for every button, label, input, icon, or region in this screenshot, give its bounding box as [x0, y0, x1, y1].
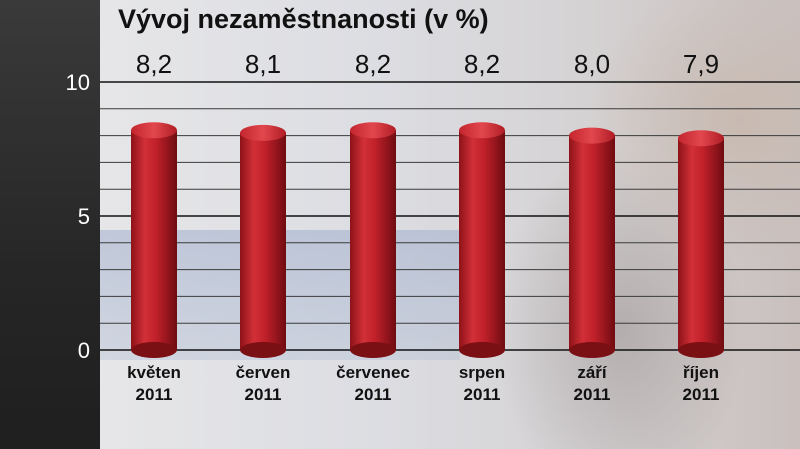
- bar-base: [569, 342, 615, 358]
- bar-top: [131, 122, 177, 139]
- bar-base: [131, 342, 177, 358]
- category-label-month: červen: [236, 363, 291, 382]
- value-label: 8,2: [355, 49, 391, 79]
- bar-body: [350, 130, 396, 350]
- bar: [678, 130, 724, 358]
- bar: [459, 122, 505, 358]
- category-label-month: květen: [127, 363, 181, 382]
- value-label: 7,9: [683, 49, 719, 79]
- category-label-year: 2011: [464, 385, 501, 404]
- value-label: 8,2: [464, 49, 500, 79]
- category-label-month: září: [577, 363, 608, 382]
- y-tick-label: 0: [78, 338, 90, 363]
- bar: [569, 127, 615, 358]
- bar-body: [459, 130, 505, 350]
- chart-title: Vývoj nezaměstnanosti (v %): [118, 4, 489, 34]
- bar-base: [350, 342, 396, 358]
- value-labels: 8,2 8,1 8,2 8,2 8,0 7,9: [136, 49, 719, 79]
- category-label-year: 2011: [574, 385, 611, 404]
- bar: [350, 122, 396, 358]
- category-label-month: říjen: [683, 363, 719, 382]
- value-label: 8,2: [136, 49, 172, 79]
- bar-base: [678, 342, 724, 358]
- bar-base: [459, 342, 505, 358]
- category-labels: květen 2011 červen 2011 červenec 2011 srpen 201…: [127, 363, 719, 404]
- category-label-month: srpen: [459, 363, 505, 382]
- category-label-year: 2011: [683, 385, 720, 404]
- y-tick-label: 5: [78, 204, 90, 229]
- bar-top: [350, 122, 396, 139]
- bar-top: [240, 124, 286, 141]
- bar-body: [569, 135, 615, 350]
- value-label: 8,0: [574, 49, 610, 79]
- category-label-year: 2011: [245, 385, 282, 404]
- y-axis-ticks: 0 5 10: [66, 70, 90, 363]
- bar-body: [131, 130, 177, 350]
- category-label-year: 2011: [355, 385, 392, 404]
- bar-top: [459, 122, 505, 139]
- bars: [131, 122, 724, 358]
- bar: [240, 124, 286, 358]
- bar-body: [678, 138, 724, 350]
- y-tick-label: 10: [66, 70, 90, 95]
- bar-base: [240, 342, 286, 358]
- bar-top: [569, 127, 615, 144]
- value-label: 8,1: [245, 49, 281, 79]
- bar: [131, 122, 177, 358]
- bar-body: [240, 132, 286, 350]
- left-dark-panel: [0, 0, 100, 449]
- category-label-year: 2011: [136, 385, 173, 404]
- bar-top: [678, 130, 724, 147]
- category-label-month: červenec: [336, 363, 410, 382]
